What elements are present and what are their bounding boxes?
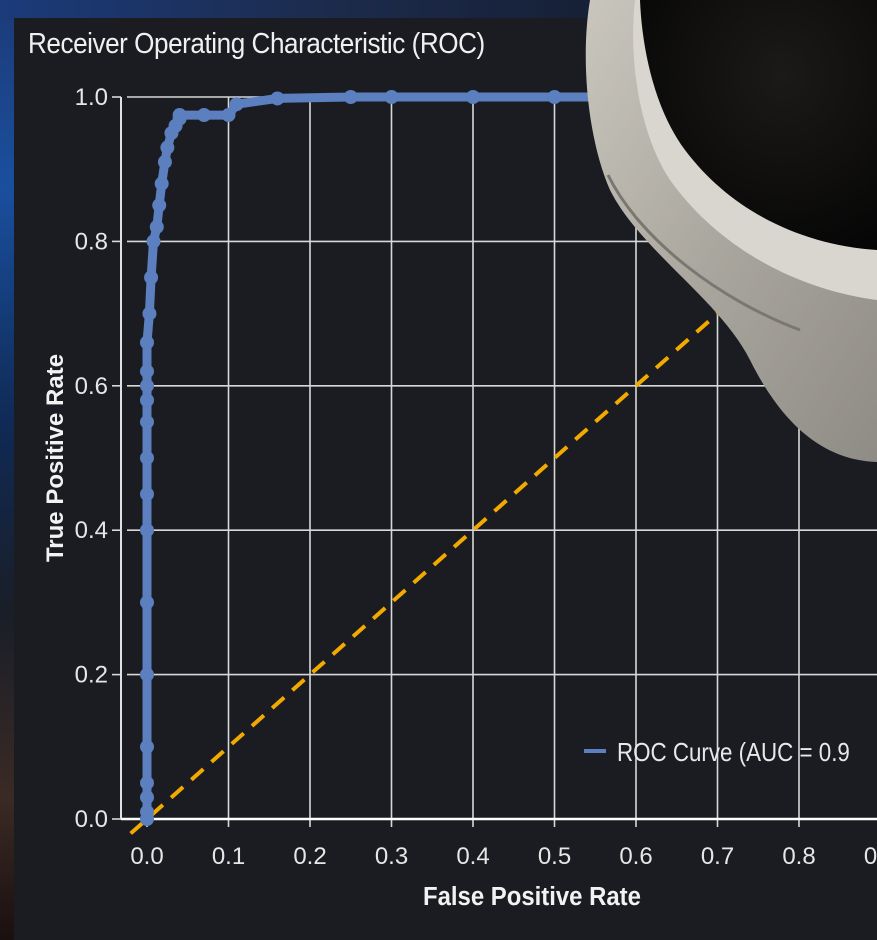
roc-point — [140, 378, 154, 393]
y-tick-label: 0.6 — [75, 373, 108, 400]
tick-labels: 0.0 0.1 0.2 0.3 0.4 0.5 0.6 0.7 0.8 0.9 0.0 0.2 0.4 0… — [75, 84, 877, 870]
roc-point — [154, 176, 169, 191]
roc-point — [146, 234, 161, 249]
x-tick-label: 0.8 — [782, 843, 815, 870]
roc-point — [140, 451, 154, 465]
roc-point — [140, 335, 154, 350]
y-axis-label: True Positive Rate — [42, 354, 69, 562]
x-tick-label: 0.2 — [293, 843, 326, 870]
x-tick-label: 0.9 — [864, 843, 877, 870]
x-tick-label: 0.6 — [619, 843, 652, 870]
roc-point — [157, 154, 172, 169]
y-tick-label: 1.0 — [75, 84, 108, 111]
x-tick-label: 0.3 — [375, 843, 408, 870]
roc-point — [229, 97, 244, 112]
roc-point — [140, 739, 154, 754]
roc-point — [384, 90, 399, 104]
roc-point — [160, 140, 175, 155]
y-tick-label: 0.4 — [75, 517, 108, 544]
roc-point — [140, 487, 154, 502]
roc-point — [142, 306, 157, 321]
roc-point — [140, 667, 154, 682]
y-tick-label: 0.0 — [75, 806, 108, 833]
roc-point — [140, 595, 154, 610]
roc-point — [140, 364, 154, 379]
diagonal-reference-line — [129, 169, 877, 835]
roc-point — [140, 804, 154, 819]
roc-point — [140, 414, 154, 429]
x-tick-label: 0.5 — [538, 843, 571, 870]
x-tick-label: 0.7 — [701, 843, 734, 870]
legend: ROC Curve (AUC = 0.9 — [584, 738, 850, 767]
roc-point — [140, 523, 154, 538]
y-tick-label: 0.2 — [75, 662, 108, 689]
roc-point — [197, 108, 212, 123]
roc-curve-line — [142, 92, 616, 824]
x-tick-label: 0.0 — [130, 843, 163, 870]
roc-point — [172, 108, 187, 123]
x-axis-label: False Positive Rate — [423, 882, 641, 911]
roc-point — [547, 90, 562, 104]
grid-layer — [127, 96, 877, 819]
roc-point — [466, 90, 480, 104]
x-tick-label: 0.4 — [456, 843, 489, 870]
legend-label: ROC Curve (AUC = 0.9 — [617, 738, 850, 767]
roc-point — [140, 775, 154, 790]
roc-point — [140, 790, 154, 805]
x-tick-label: 0.1 — [212, 843, 245, 870]
roc-point — [270, 91, 285, 106]
y-tick-label: 0.8 — [75, 228, 108, 255]
roc-point — [343, 90, 358, 104]
roc-point — [149, 219, 164, 234]
device-overlay-icon — [585, 0, 877, 462]
roc-point — [144, 270, 159, 285]
roc-point — [221, 108, 236, 123]
chart-title: Receiver Operating Characteristic (ROC) — [28, 28, 485, 60]
roc-point — [140, 393, 154, 408]
roc-point — [152, 198, 167, 213]
